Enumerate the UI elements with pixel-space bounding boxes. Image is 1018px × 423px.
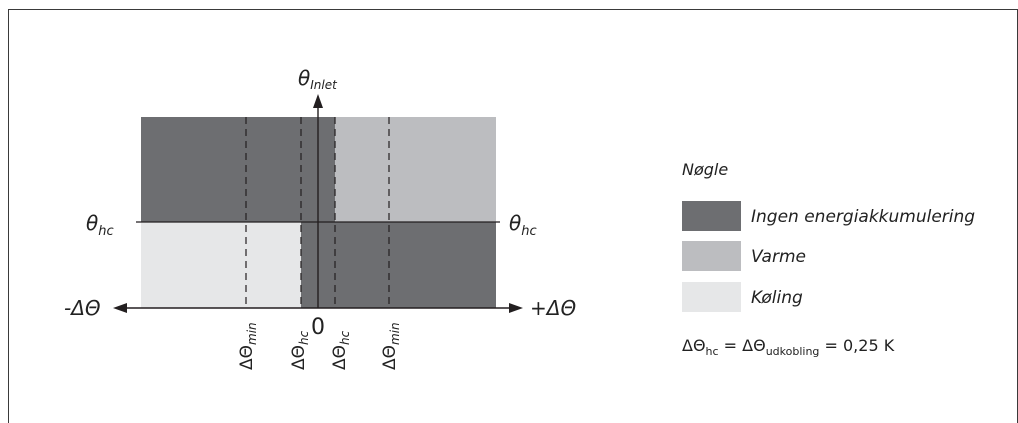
region-lower-left-cooling: [141, 222, 301, 308]
tick-label-delta-min-right: ΔΘmin: [380, 322, 402, 370]
x-axis-right-arrow-icon: [509, 303, 523, 313]
x-axis-right-label: +ΔΘ: [530, 296, 576, 320]
region-upper-right-heating: [335, 117, 496, 222]
tick-label-delta-min-left: ΔΘmin: [237, 322, 259, 370]
threshold-label-right: θhc: [509, 211, 537, 239]
tick-label-delta-hc-left: ΔΘhc: [289, 330, 311, 370]
y-axis-arrow-icon: [313, 94, 323, 108]
region-upper-left-no-accumulation: [141, 117, 335, 222]
legend-label-no-accumulation: Ingen energiakkumulering: [751, 207, 975, 227]
legend-label-cooling: Køling: [751, 288, 803, 308]
x-axis-left-arrow-icon: [113, 303, 127, 313]
legend-title: Nøgle: [682, 160, 728, 179]
threshold-label-left: θhc: [86, 211, 114, 239]
region-lower-right-no-accumulation: [301, 222, 496, 308]
legend-label-heating: Varme: [751, 247, 806, 267]
zero-label: 0: [311, 315, 325, 340]
legend-swatch-no-accumulation: [682, 201, 741, 231]
legend-swatch-heating: [682, 241, 741, 271]
legend-formula: ΔΘhc = ΔΘudkobling = 0,25 K: [682, 336, 895, 358]
tick-label-delta-hc-right: ΔΘhc: [330, 330, 352, 370]
y-axis-label: θInlet: [298, 66, 338, 92]
legend-swatch-cooling: [682, 282, 741, 312]
x-axis-left-label: -ΔΘ: [64, 296, 101, 320]
